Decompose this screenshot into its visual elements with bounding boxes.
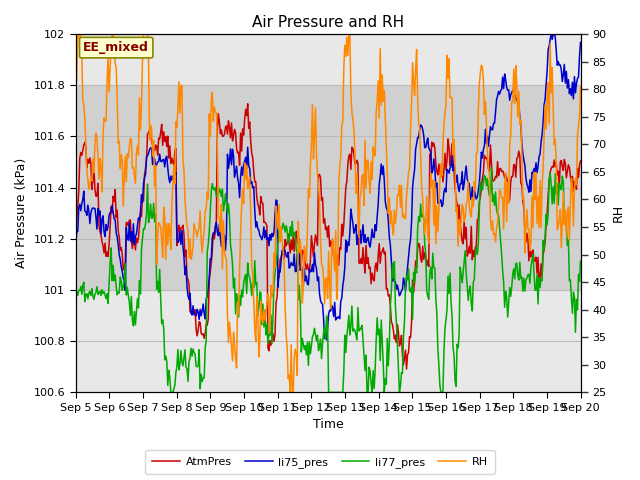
Y-axis label: RH: RH (612, 204, 625, 222)
Text: EE_mixed: EE_mixed (83, 41, 149, 54)
Bar (76, 85, 580, 290)
Y-axis label: Air Pressure (kPa): Air Pressure (kPa) (15, 158, 28, 268)
X-axis label: Time: Time (313, 419, 344, 432)
Legend: AtmPres, li75_pres, li77_pres, RH: AtmPres, li75_pres, li77_pres, RH (145, 450, 495, 474)
Title: Air Pressure and RH: Air Pressure and RH (252, 15, 404, 30)
